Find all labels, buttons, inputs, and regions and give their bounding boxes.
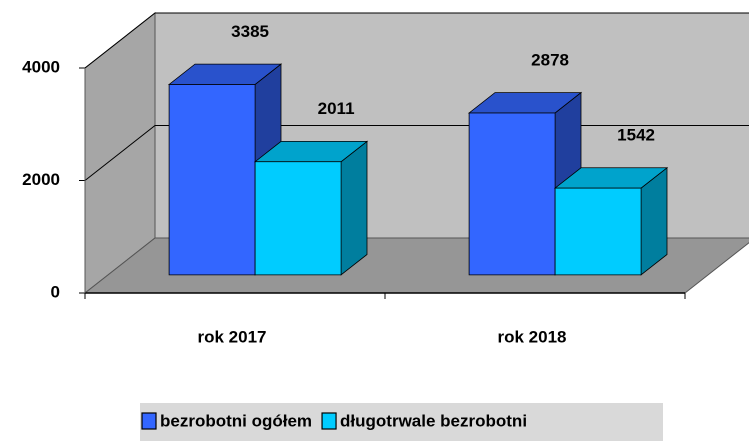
x-tick-label: rok 2017 (198, 327, 267, 346)
value-label: 1542 (617, 126, 655, 145)
y-tick-label: 2000 (22, 170, 60, 189)
value-label: 2878 (531, 50, 569, 69)
bar (553, 166, 669, 276)
y-tick-label: 4000 (22, 57, 60, 76)
bar-front (468, 112, 556, 276)
legend-swatch (141, 412, 157, 430)
bar-front (554, 187, 642, 276)
value-label: 3385 (231, 22, 269, 41)
x-tick-label: rok 2018 (498, 327, 567, 346)
y-tick-label: 0 (51, 282, 60, 301)
bar-front (254, 161, 342, 276)
legend-label: bezrobotni ogółem (160, 411, 312, 430)
plot (84, 12, 749, 276)
value-label: 2011 (318, 99, 355, 118)
bar (253, 140, 369, 276)
bar-front (168, 84, 256, 276)
legend (140, 403, 663, 441)
bar-side (340, 140, 368, 276)
grid-line (84, 12, 749, 69)
legend-label: długotrwale bezrobotni (340, 411, 527, 430)
legend-swatch (321, 412, 337, 430)
